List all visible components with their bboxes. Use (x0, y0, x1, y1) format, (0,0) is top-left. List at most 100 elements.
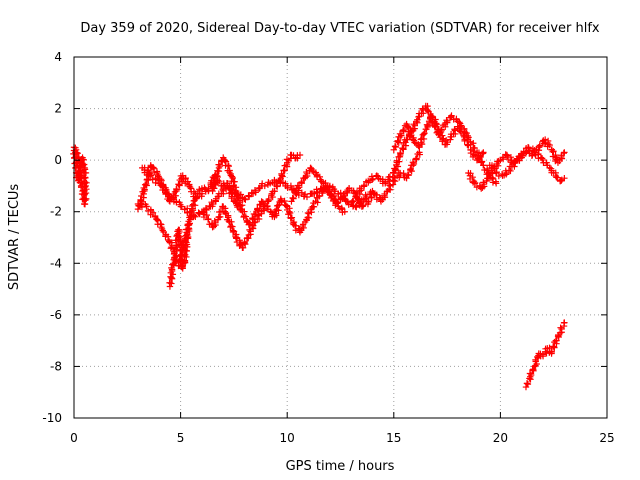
data-point-fill (254, 206, 261, 213)
data-point (134, 200, 142, 208)
data-point-fill (173, 186, 180, 193)
data-point-fill (471, 152, 479, 159)
data-point (492, 180, 500, 187)
axis-ticks (73, 56, 608, 419)
data-point-fill (186, 183, 194, 191)
data-point-fill (169, 261, 176, 268)
data-point-fill (298, 179, 305, 187)
data-point-fill (209, 184, 216, 192)
data-point-fill (212, 197, 219, 204)
data-point-fill (299, 222, 307, 230)
data-point-fill (520, 148, 527, 155)
data-point-fill (421, 129, 428, 137)
data-point-fill (394, 137, 401, 144)
data-point-fill (405, 124, 413, 132)
data-point-fill (493, 168, 500, 176)
data-point-fill (225, 162, 232, 170)
data-point-fill (241, 239, 248, 247)
data-point-fill (205, 185, 212, 192)
data-point-fill (192, 213, 199, 220)
data-point-fill (190, 212, 198, 219)
x-tick-label: 25 (599, 431, 614, 445)
data-point-fill (410, 160, 418, 168)
data-point-fill (287, 215, 294, 222)
y-tick-label: -4 (50, 256, 62, 270)
data-point-fill (404, 171, 412, 178)
x-tick-label: 10 (280, 431, 295, 445)
data-point-fill (141, 181, 149, 188)
data-point (185, 221, 193, 228)
data-point-fill (443, 118, 451, 126)
data-point-fill (292, 189, 299, 196)
data-point-fill (229, 174, 237, 182)
gridlines (74, 57, 607, 418)
data-point-fill (315, 192, 323, 199)
data-point-fill (352, 192, 360, 200)
y-tick-labels: -10 -8 -6 -4 -2 0 2 4 (42, 50, 62, 425)
data-point-fill (212, 219, 219, 227)
data-point-fill (229, 223, 236, 230)
data-point-fill (231, 178, 238, 185)
y-tick-label: -6 (50, 308, 62, 322)
series-arc-4 (166, 221, 193, 290)
data-point-fill (203, 211, 210, 219)
data-point-fill (324, 184, 331, 191)
series-arc-10 (390, 113, 487, 164)
data-point-fill (349, 197, 357, 205)
data-point-fill (75, 163, 83, 171)
data-point-fill (557, 324, 564, 331)
data-point-fill (360, 183, 368, 190)
data-point-fill (417, 136, 425, 143)
data-point-fill (171, 250, 178, 257)
data-point-fill (239, 244, 247, 252)
data-point-fill (193, 194, 201, 201)
data-point-fill (245, 193, 253, 200)
data-point-fill (304, 209, 312, 217)
data-point (561, 149, 568, 156)
data-point-fill (168, 274, 175, 282)
data-point-fill (157, 220, 164, 228)
data-point-fill (249, 222, 257, 229)
data-point (480, 149, 487, 156)
data-point-fill (191, 202, 199, 209)
data-point-fill (303, 193, 311, 201)
data-point-fill (369, 175, 377, 183)
data-point-fill (204, 216, 212, 223)
data-point-fill (533, 353, 541, 361)
data-point-fill (407, 165, 414, 173)
data-point-fill (259, 198, 267, 206)
data-point-fill (548, 348, 555, 356)
x-tick-labels: 0 5 10 15 20 25 (70, 431, 614, 445)
data-point-fill (183, 239, 190, 246)
data-point-fill (400, 146, 407, 153)
data-point-fill (144, 167, 151, 174)
data-point-fill (360, 202, 367, 209)
data-point-fill (175, 181, 182, 188)
data-point (296, 151, 304, 159)
data-point-fill (287, 182, 295, 190)
data-point-fill (154, 171, 161, 178)
data-point-fill (212, 171, 219, 178)
data-point-fill (252, 188, 259, 196)
data-point-fill (410, 120, 417, 128)
plot-frame (73, 56, 608, 419)
x-axis-label: GPS time / hours (286, 459, 395, 474)
data-point-fill (77, 168, 85, 176)
data-point-fill (242, 213, 249, 220)
data-point-fill (485, 175, 493, 182)
data-point-fill (147, 171, 155, 179)
data-point-fill (391, 165, 398, 172)
data-point-fill (150, 164, 157, 171)
data-point-fill (249, 216, 257, 223)
data-point-fill (538, 155, 546, 162)
data-point-fill (358, 187, 365, 194)
data-point-fill (252, 211, 260, 218)
data-point-fill (184, 178, 191, 185)
chart-title: Day 359 of 2020, Sidereal Day-to-day VTE… (80, 21, 600, 36)
data-point-fill (236, 237, 243, 244)
data-point-fill (343, 188, 351, 195)
data-point-fill (536, 142, 543, 149)
data-point-fill (278, 172, 285, 179)
series-arc-8 (288, 149, 423, 210)
